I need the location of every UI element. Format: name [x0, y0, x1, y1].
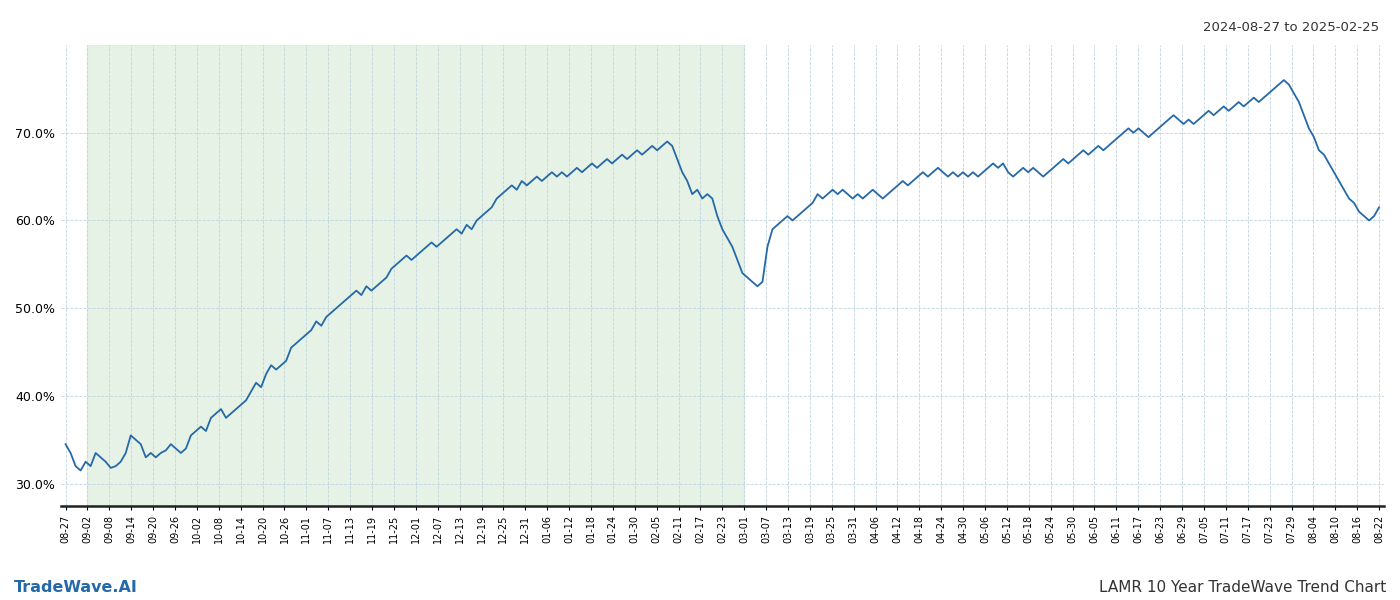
Bar: [87, 45, 745, 506]
Text: LAMR 10 Year TradeWave Trend Chart: LAMR 10 Year TradeWave Trend Chart: [1099, 580, 1386, 595]
Text: 2024-08-27 to 2025-02-25: 2024-08-27 to 2025-02-25: [1203, 21, 1379, 34]
Text: TradeWave.AI: TradeWave.AI: [14, 580, 137, 595]
